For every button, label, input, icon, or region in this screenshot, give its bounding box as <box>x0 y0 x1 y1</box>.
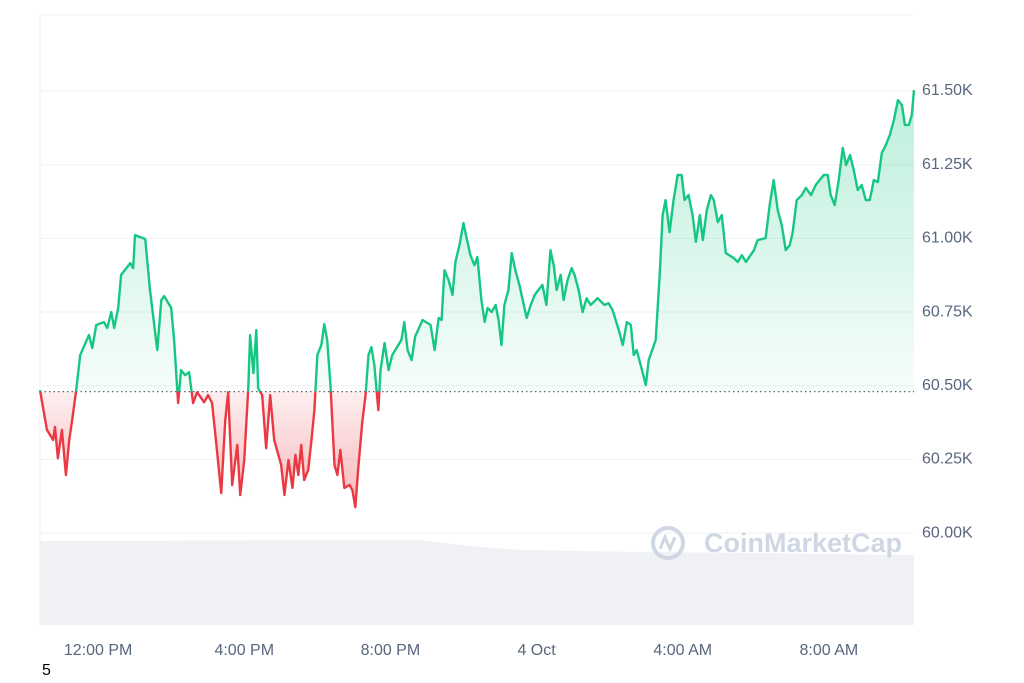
area-fill <box>40 90 914 508</box>
labels: 60.00K 60.25K 60.50K 60.75K 61.00K 61.25K 61.5… <box>64 82 973 659</box>
x-tick-label: 4:00 AM <box>653 642 712 659</box>
y-tick-label: 61.25K <box>922 156 973 173</box>
watermark-logo <box>658 533 677 553</box>
x-tick-label: 8:00 PM <box>361 642 421 659</box>
price-line <box>38 90 916 509</box>
y-tick-label: 60.50K <box>922 377 973 394</box>
watermark-logo <box>651 526 685 560</box>
y-tick-label: 60.00K <box>922 524 973 541</box>
page-number: 5 <box>42 662 51 679</box>
x-tick-label: 4:00 PM <box>214 642 274 659</box>
y-tick-label: 60.75K <box>922 303 973 320</box>
marks <box>38 90 916 509</box>
x-tick-label: 4 Oct <box>517 642 556 659</box>
y-tick-label: 60.25K <box>922 451 973 468</box>
x-tick-label: 8:00 AM <box>800 642 859 659</box>
watermark: CoinMarketCap <box>651 526 902 560</box>
y-tick-label: 61.50K <box>922 82 973 99</box>
volume-area <box>40 540 914 625</box>
x-tick-label: 12:00 PM <box>64 642 132 659</box>
y-tick-label: 61.00K <box>922 230 973 247</box>
watermark-text: CoinMarketCap <box>704 528 902 558</box>
